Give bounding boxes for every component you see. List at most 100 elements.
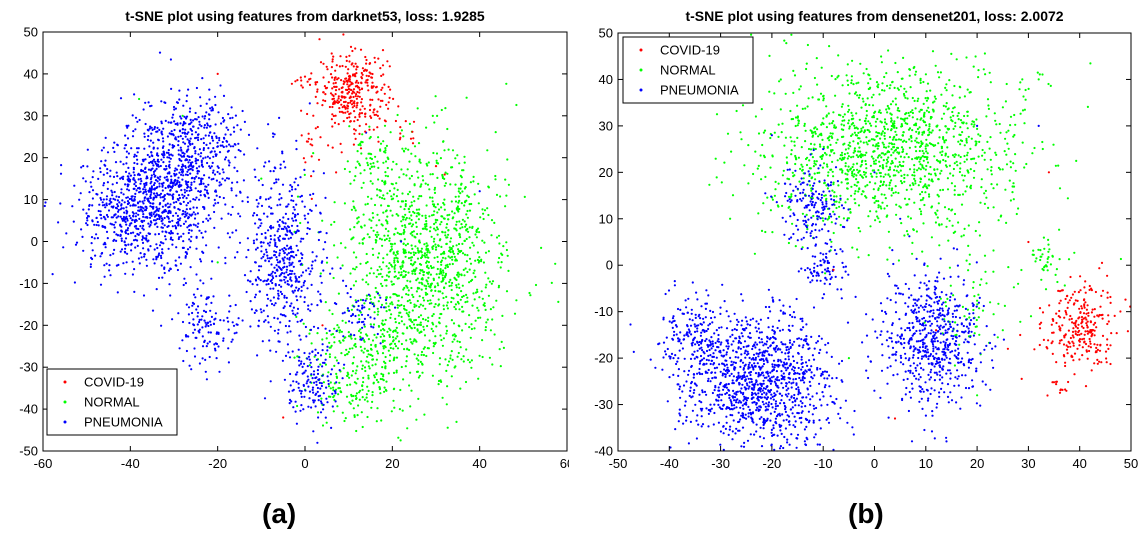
- data-point: [421, 363, 423, 365]
- data-point: [515, 104, 517, 106]
- data-point: [404, 214, 406, 216]
- data-point: [447, 364, 449, 366]
- data-point: [270, 300, 272, 302]
- data-point: [485, 326, 487, 328]
- data-point: [182, 360, 184, 362]
- data-point: [382, 64, 384, 66]
- data-point: [313, 373, 315, 375]
- data-point: [439, 334, 441, 336]
- data-point: [466, 297, 468, 299]
- x-tick-label: -40: [121, 456, 140, 471]
- data-point: [903, 93, 905, 95]
- data-point: [253, 212, 255, 214]
- data-point: [376, 194, 378, 196]
- data-point: [445, 236, 447, 238]
- data-point: [889, 84, 891, 86]
- data-point: [227, 232, 229, 234]
- data-point: [900, 156, 902, 158]
- data-point: [456, 340, 458, 342]
- data-point: [411, 204, 413, 206]
- data-point: [914, 180, 916, 182]
- data-point: [192, 169, 194, 171]
- data-point: [397, 232, 399, 234]
- data-point: [176, 191, 178, 193]
- data-point: [450, 301, 452, 303]
- data-point: [207, 220, 209, 222]
- data-point: [869, 122, 871, 124]
- data-point: [433, 342, 435, 344]
- data-point: [224, 179, 226, 181]
- data-point: [173, 120, 175, 122]
- data-point: [434, 286, 436, 288]
- data-point: [897, 116, 899, 118]
- data-point: [306, 382, 308, 384]
- data-point: [402, 333, 404, 335]
- data-point: [353, 179, 355, 181]
- data-point: [223, 137, 225, 139]
- data-point: [230, 145, 232, 147]
- data-point: [409, 280, 411, 282]
- data-point: [385, 219, 387, 221]
- data-point: [429, 299, 431, 301]
- data-point: [168, 157, 170, 159]
- data-point: [153, 193, 155, 195]
- data-point: [860, 107, 862, 109]
- data-point: [1041, 141, 1043, 143]
- data-point: [395, 254, 397, 256]
- data-point: [967, 269, 969, 271]
- data-point: [444, 276, 446, 278]
- data-point: [427, 300, 429, 302]
- data-point: [264, 319, 266, 321]
- data-point: [262, 340, 264, 342]
- data-point: [340, 104, 342, 106]
- data-point: [416, 209, 418, 211]
- data-point: [282, 216, 284, 218]
- data-point: [309, 102, 311, 104]
- data-point: [359, 96, 361, 98]
- data-point: [333, 336, 335, 338]
- data-point: [353, 334, 355, 336]
- data-point: [153, 188, 155, 190]
- data-point: [468, 196, 470, 198]
- data-point: [228, 164, 230, 166]
- data-point: [275, 178, 277, 180]
- data-point: [862, 126, 864, 128]
- data-point: [872, 94, 874, 96]
- data-point: [337, 393, 339, 395]
- data-point: [168, 248, 170, 250]
- data-point: [148, 145, 150, 147]
- data-point: [142, 211, 144, 213]
- data-point: [162, 211, 164, 213]
- data-point: [797, 119, 799, 121]
- data-point: [307, 81, 309, 83]
- data-point: [515, 299, 517, 301]
- data-point: [385, 356, 387, 358]
- data-point: [287, 351, 289, 353]
- data-point: [154, 216, 156, 218]
- data-point: [273, 317, 275, 319]
- data-point: [258, 278, 260, 280]
- data-point: [161, 242, 163, 244]
- data-point: [816, 128, 818, 130]
- data-point: [360, 101, 362, 103]
- data-point: [325, 398, 327, 400]
- data-point: [134, 221, 136, 223]
- data-point: [319, 388, 321, 390]
- data-point: [342, 377, 344, 379]
- data-point: [275, 351, 277, 353]
- data-point: [391, 243, 393, 245]
- data-point: [917, 98, 919, 100]
- data-point: [315, 376, 317, 378]
- data-point: [850, 186, 852, 188]
- data-point: [859, 119, 861, 121]
- data-point: [279, 275, 281, 277]
- data-point: [499, 195, 501, 197]
- data-point: [435, 342, 437, 344]
- data-point: [434, 243, 436, 245]
- data-point: [182, 197, 184, 199]
- data-point: [458, 273, 460, 275]
- data-point: [205, 303, 207, 305]
- data-point: [938, 76, 940, 78]
- data-point: [475, 230, 477, 232]
- data-point: [132, 261, 134, 263]
